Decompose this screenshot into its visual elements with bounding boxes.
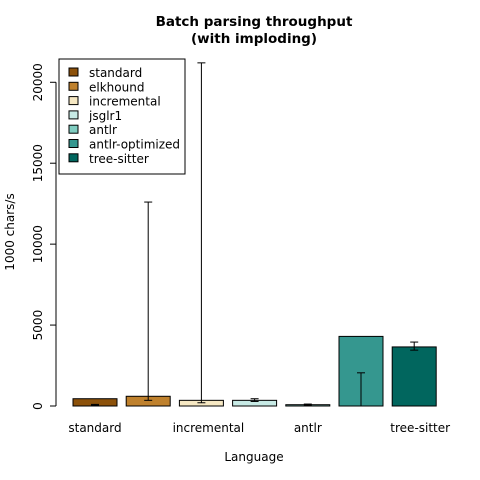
legend-label-antlr: antlr xyxy=(89,123,117,137)
x-tick-label: standard xyxy=(68,421,121,435)
x-axis-tick-labels: standard incremental antlr tree-sitter xyxy=(68,421,450,435)
chart-title-line-2: (with imploding) xyxy=(191,31,317,47)
bar-standard xyxy=(72,398,118,407)
legend-label-elkhound: elkhound xyxy=(89,80,144,94)
legend-swatch-jsglr1 xyxy=(68,110,79,120)
x-tick-label: antlr xyxy=(294,421,322,435)
legend-swatch-antlr xyxy=(68,124,79,134)
y-tick-label: 5000 xyxy=(31,310,45,341)
x-tick-label: tree-sitter xyxy=(390,421,450,435)
y-tick-label: 0 xyxy=(31,402,45,410)
legend-swatch-antlr-optimized xyxy=(68,139,79,148)
legend: standardelkhoundincrementaljsglr1antlran… xyxy=(58,58,186,175)
legend-swatch-standard xyxy=(68,67,79,77)
legend-swatch-elkhound xyxy=(68,81,79,91)
legend-label-standard: standard xyxy=(89,66,142,80)
legend-label-tree-sitter: tree-sitter xyxy=(89,152,149,166)
legend-label-jsglr1: jsglr1 xyxy=(88,109,122,123)
bars-group xyxy=(72,335,437,407)
y-tick-label: 15000 xyxy=(31,144,45,182)
chart-title: Batch parsing throughput (with imploding… xyxy=(156,14,353,47)
y-tick-label: 20000 xyxy=(31,63,45,101)
x-tick-label: incremental xyxy=(173,421,245,435)
chart-title-line-1: Batch parsing throughput xyxy=(156,14,353,30)
bar-tree-sitter xyxy=(391,346,437,407)
y-axis: 0 5000 10000 15000 20000 xyxy=(31,63,57,410)
legend-swatch-tree-sitter xyxy=(68,153,79,163)
x-axis-label: Language xyxy=(224,450,283,464)
error-bars-group xyxy=(91,62,419,407)
y-tick-label: 10000 xyxy=(31,225,45,263)
legend-box xyxy=(58,58,186,175)
legend-label-incremental: incremental xyxy=(89,95,161,109)
y-axis-label: 1000 chars/s xyxy=(3,193,17,270)
legend-swatch-incremental xyxy=(68,96,79,106)
legend-label-antlr-optimized: antlr-optimized xyxy=(89,138,180,152)
